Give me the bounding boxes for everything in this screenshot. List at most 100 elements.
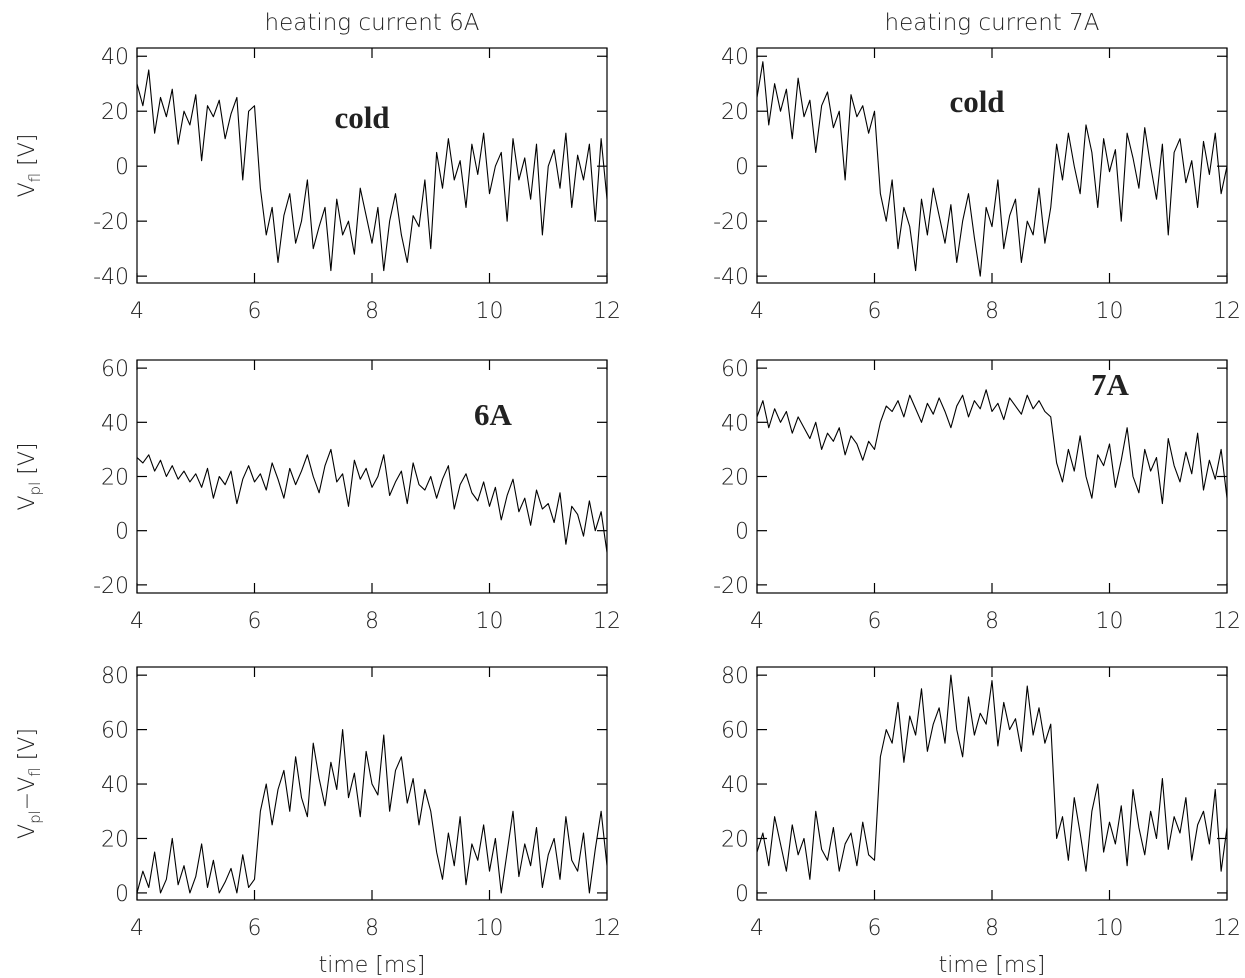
x-tick-label: 12: [593, 916, 621, 941]
x-tick-label: 10: [476, 916, 504, 941]
x-tick-label: 8: [985, 916, 999, 941]
y-tick-label: -20: [713, 574, 749, 599]
x-tick-label: 8: [985, 609, 999, 634]
y-tick-label: 40: [101, 45, 129, 70]
y-tick-label: 20: [101, 466, 129, 491]
x-tick-label: 12: [1213, 299, 1241, 324]
y-tick-label: 40: [101, 411, 129, 436]
y-label-part: [V]: [15, 134, 40, 173]
y-tick-label: 60: [101, 719, 129, 744]
x-tick-label: 12: [1213, 916, 1241, 941]
annotation: cold: [949, 84, 1004, 119]
y-axis-label: Vpl−Vfl [V]: [15, 728, 44, 839]
y-tick-label: 40: [721, 773, 749, 798]
y-tick-label: -20: [93, 210, 129, 235]
x-tick-label: 6: [248, 916, 262, 941]
x-tick-label: 4: [130, 299, 144, 324]
panel-title: heating current 7A: [885, 10, 1100, 36]
y-tick-label: 40: [721, 45, 749, 70]
y-label-part: V: [15, 824, 40, 839]
annotation: 6A: [474, 397, 513, 432]
y-tick-label: 0: [735, 520, 749, 545]
y-label-part: [V]: [15, 728, 40, 767]
panel-title: heating current 6A: [265, 10, 480, 36]
y-label-part: fl: [26, 173, 44, 182]
x-tick-label: 10: [476, 609, 504, 634]
y-tick-label: 0: [115, 882, 129, 907]
y-tick-label: 60: [101, 357, 129, 382]
y-tick-label: 60: [721, 357, 749, 382]
y-tick-label: -40: [93, 265, 129, 290]
y-label-part: pl: [26, 482, 44, 496]
x-tick-label: 4: [750, 299, 764, 324]
panel: 4 6 8 10 12 -20 0 20 40 60 Vpl [V] 6A: [15, 357, 621, 634]
x-tick-label: 8: [985, 299, 999, 324]
x-tick-label: 4: [750, 916, 764, 941]
y-tick-label: 0: [735, 882, 749, 907]
plot-frame: [136, 666, 608, 901]
y-label-part: V: [15, 495, 40, 510]
y-tick-label: 80: [721, 664, 749, 689]
panel: 4 6 8 10 12 0 20 40 60 80 Vpl−Vfl [V] time [ms]: [15, 664, 621, 978]
y-label-part: fl: [26, 767, 44, 776]
y-tick-label: 20: [101, 100, 129, 125]
y-tick-label: 20: [721, 466, 749, 491]
trace: [137, 729, 607, 894]
y-tick-label: 20: [721, 827, 749, 852]
x-tick-label: 8: [365, 916, 379, 941]
y-tick-label: 40: [101, 773, 129, 798]
annotation: cold: [334, 100, 389, 135]
y-label-part: [V]: [15, 443, 40, 482]
plot-frame: [136, 359, 608, 594]
x-tick-label: 4: [130, 916, 144, 941]
panel: 4 6 8 10 12 -20 0 20 40 60 7A: [713, 357, 1241, 634]
trace: [137, 69, 607, 272]
panel: 4 6 8 10 12 0 20 40 60 80 time [ms]: [721, 664, 1241, 978]
x-axis-label: time [ms]: [939, 953, 1046, 978]
x-tick-label: 6: [248, 299, 262, 324]
x-tick-label: 10: [476, 299, 504, 324]
plot-frame: [756, 666, 1228, 901]
y-tick-label: 80: [101, 664, 129, 689]
y-label-part: V: [15, 182, 40, 197]
y-tick-label: 0: [115, 520, 129, 545]
x-tick-label: 6: [868, 609, 882, 634]
y-axis-label: Vpl [V]: [15, 443, 44, 511]
annotation: 7A: [1091, 367, 1130, 402]
plot-frame: [136, 47, 608, 284]
x-tick-label: 4: [130, 609, 144, 634]
plot-frame: [756, 47, 1228, 284]
plot-frame: [756, 359, 1228, 594]
x-tick-label: 6: [868, 299, 882, 324]
x-tick-label: 12: [593, 299, 621, 324]
x-tick-label: 8: [365, 609, 379, 634]
trace: [757, 61, 1227, 277]
x-tick-label: 10: [1096, 916, 1124, 941]
y-tick-label: -40: [713, 265, 749, 290]
x-axis-label: time [ms]: [319, 953, 426, 978]
x-tick-label: 12: [593, 609, 621, 634]
y-tick-label: 40: [721, 411, 749, 436]
x-tick-label: 6: [868, 916, 882, 941]
y-tick-label: 60: [721, 719, 749, 744]
x-tick-label: 8: [365, 299, 379, 324]
trace: [757, 674, 1227, 880]
x-tick-label: 10: [1096, 299, 1124, 324]
y-tick-label: -20: [93, 574, 129, 599]
trace: [137, 448, 607, 553]
y-tick-label: 0: [115, 155, 129, 180]
x-tick-label: 4: [750, 609, 764, 634]
panel: heating current 6A 4 6 8 10 12 -40 -20 0 20 40 Vfl …: [15, 10, 621, 324]
y-axis-label: Vfl [V]: [15, 134, 44, 198]
y-tick-label: -20: [713, 210, 749, 235]
x-tick-label: 10: [1096, 609, 1124, 634]
trace: [757, 389, 1227, 505]
y-label-part: pl: [26, 810, 44, 824]
y-label-part: −V: [15, 777, 40, 810]
y-tick-label: 0: [735, 155, 749, 180]
x-tick-label: 6: [248, 609, 262, 634]
y-tick-label: 20: [721, 100, 749, 125]
panel: heating current 7A 4 6 8 10 12 -40 -20 0 20 40 cold: [713, 10, 1241, 324]
x-tick-label: 12: [1213, 609, 1241, 634]
